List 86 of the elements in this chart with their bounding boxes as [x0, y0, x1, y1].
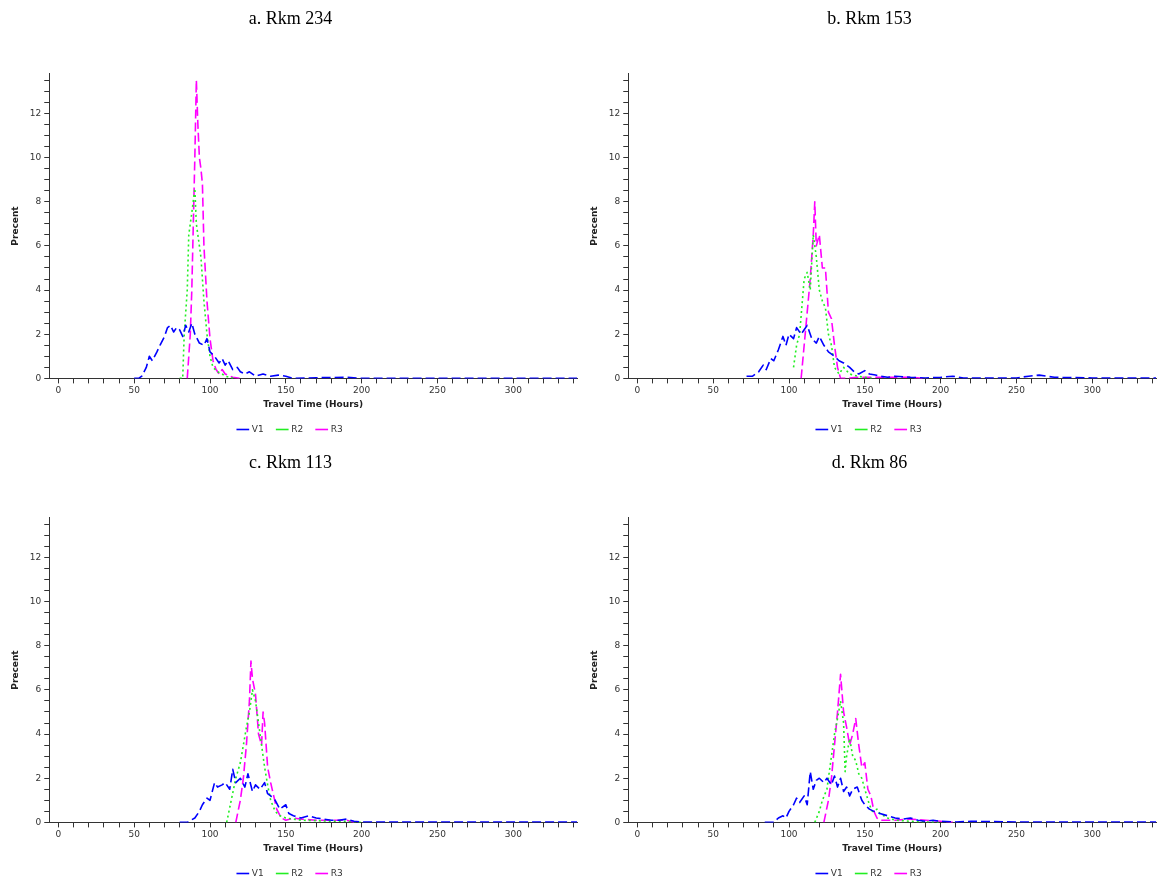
- y-tick-label: 4: [35, 728, 42, 739]
- x-tick-label: 150: [277, 829, 295, 840]
- y-tick-label: 8: [614, 196, 621, 207]
- x-tick-label: 300: [504, 829, 523, 840]
- x-tick-label: 250: [428, 829, 447, 840]
- y-tick-label: 4: [614, 728, 621, 739]
- x-tick-label: 250: [1007, 829, 1026, 840]
- line-series: [745, 324, 1156, 379]
- y-tick-label: 0: [35, 816, 42, 827]
- x-tick-label: 100: [780, 829, 798, 840]
- y-tick-label: 2: [614, 328, 621, 339]
- x-tick-label: 50: [707, 829, 720, 840]
- x-tick-label: 300: [1083, 829, 1102, 840]
- y-tick-label: 12: [608, 551, 621, 562]
- legend-label: R2: [291, 867, 304, 878]
- x-tick-label: 300: [1083, 385, 1102, 396]
- legend-label: V1: [830, 423, 843, 434]
- y-tick-label: 6: [35, 240, 42, 251]
- y-tick-label: 0: [614, 372, 621, 383]
- y-tick-label: 6: [614, 684, 621, 695]
- legend-label: R2: [870, 423, 883, 434]
- legend-label: R3: [330, 867, 343, 878]
- x-tick-label: 100: [201, 829, 219, 840]
- chart-title: a. Rkm 234: [248, 7, 333, 28]
- y-tick-label: 4: [614, 284, 621, 295]
- legend-label: V1: [251, 423, 264, 434]
- y-tick-label: 4: [35, 284, 42, 295]
- x-tick-label: 50: [128, 829, 141, 840]
- chart-title: c. Rkm 113: [249, 451, 332, 472]
- legend-label: V1: [830, 867, 843, 878]
- legend-label: R2: [870, 867, 883, 878]
- y-tick-label: 6: [614, 240, 621, 251]
- legend-label: R3: [909, 867, 922, 878]
- y-axis-title: Precent: [588, 205, 599, 246]
- line-series: [823, 673, 954, 823]
- y-tick-label: 12: [29, 551, 42, 562]
- legend-label: R3: [909, 423, 922, 434]
- x-tick-label: 0: [634, 385, 641, 396]
- y-tick-label: 0: [614, 816, 621, 827]
- y-axis-title: Precent: [9, 649, 20, 690]
- legend-label: R2: [291, 423, 304, 434]
- x-tick-label: 300: [504, 385, 523, 396]
- y-tick-label: 10: [29, 595, 42, 606]
- x-tick-label: 150: [277, 385, 295, 396]
- legend-label: V1: [251, 867, 264, 878]
- x-tick-label: 200: [353, 829, 371, 840]
- line-series: [225, 689, 363, 823]
- legend-label: R3: [330, 423, 343, 434]
- x-tick-label: 0: [55, 829, 62, 840]
- y-tick-label: 12: [608, 107, 621, 118]
- y-tick-label: 8: [35, 196, 42, 207]
- y-tick-label: 12: [29, 107, 42, 118]
- y-tick-label: 10: [608, 595, 621, 606]
- x-tick-label: 200: [353, 385, 371, 396]
- x-tick-label: 0: [634, 829, 641, 840]
- x-tick-label: 100: [201, 385, 219, 396]
- x-axis-title: Travel Time (Hours): [842, 842, 943, 853]
- y-tick-label: 0: [35, 372, 42, 383]
- x-tick-label: 0: [55, 385, 62, 396]
- x-tick-label: 200: [932, 829, 950, 840]
- chart-title: b. Rkm 153: [827, 7, 912, 28]
- y-axis-title: Precent: [9, 205, 20, 246]
- y-tick-label: 6: [35, 684, 42, 695]
- y-tick-label: 2: [614, 772, 621, 783]
- x-tick-label: 150: [856, 385, 874, 396]
- x-tick-label: 150: [856, 829, 874, 840]
- x-tick-label: 200: [932, 385, 950, 396]
- y-tick-label: 10: [608, 151, 621, 162]
- chart-title: d. Rkm 86: [831, 451, 908, 472]
- y-tick-label: 10: [29, 151, 42, 162]
- x-tick-label: 50: [128, 385, 141, 396]
- x-tick-label: 250: [428, 385, 447, 396]
- line-series: [792, 234, 874, 379]
- x-axis-title: Travel Time (Hours): [263, 398, 364, 409]
- x-axis-title: Travel Time (Hours): [842, 398, 943, 409]
- line-series: [234, 660, 355, 823]
- x-tick-label: 250: [1007, 385, 1026, 396]
- y-tick-label: 8: [35, 640, 42, 651]
- x-tick-label: 100: [780, 385, 798, 396]
- y-tick-label: 2: [35, 328, 42, 339]
- y-axis-title: Precent: [588, 649, 599, 690]
- x-axis-title: Travel Time (Hours): [263, 842, 364, 853]
- y-tick-label: 8: [614, 640, 621, 651]
- y-tick-label: 2: [35, 772, 42, 783]
- line-series: [186, 79, 242, 379]
- x-tick-label: 50: [707, 385, 720, 396]
